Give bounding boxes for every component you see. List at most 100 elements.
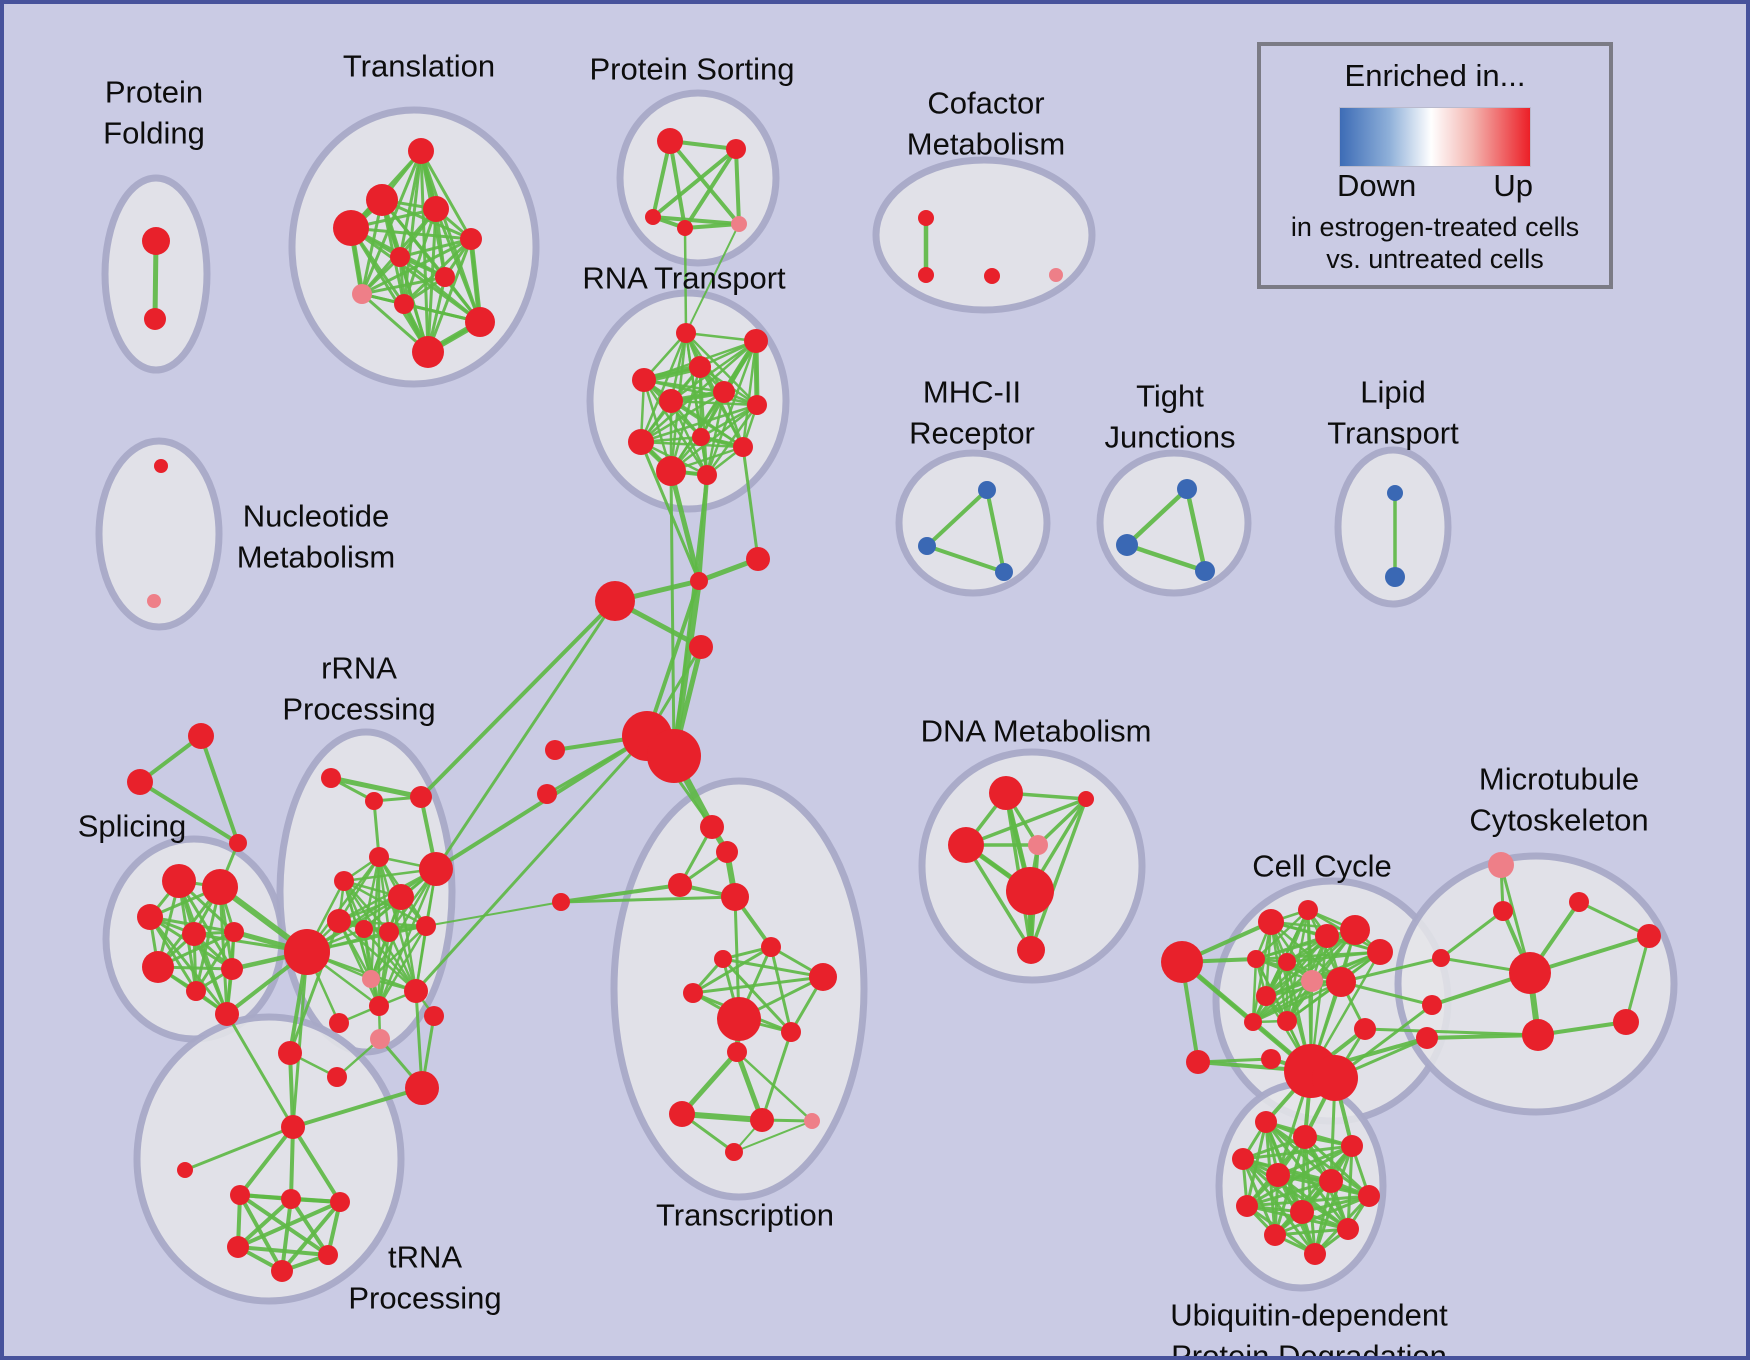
node-ub2 <box>1293 1125 1317 1149</box>
edge <box>1251 979 1314 1024</box>
node-rt5 <box>713 381 735 403</box>
node-tx7 <box>809 963 837 991</box>
edge <box>434 734 649 871</box>
node-ub11 <box>1337 1218 1359 1240</box>
node-sp5 <box>224 922 244 942</box>
node-cc18 <box>1312 1055 1358 1101</box>
edge <box>138 780 240 845</box>
node-tx14 <box>804 1113 820 1129</box>
node-rr8 <box>327 909 351 933</box>
edge <box>669 399 759 407</box>
edge <box>651 147 738 219</box>
edge <box>1124 486 1190 548</box>
node-rr14 <box>369 996 389 1016</box>
node-ub10 <box>1264 1224 1286 1246</box>
edge <box>1245 1179 1333 1208</box>
node-hb4 <box>689 635 713 659</box>
edge <box>1624 934 1651 1024</box>
legend-endpoint-labels: Down Up <box>1337 168 1533 204</box>
edge <box>194 930 236 993</box>
edge <box>419 149 473 241</box>
edge <box>238 1193 284 1273</box>
edge <box>683 226 688 335</box>
edge <box>721 957 825 979</box>
node-tn7 <box>318 1245 338 1265</box>
node-hx3 <box>552 893 570 911</box>
edge <box>419 599 617 799</box>
node-lt1 <box>1387 485 1403 501</box>
edge <box>414 734 649 993</box>
node-sp4 <box>182 922 206 946</box>
edge <box>642 378 759 407</box>
edge <box>1273 1227 1350 1237</box>
edge <box>642 378 709 477</box>
edge <box>651 215 741 226</box>
node-tn4 <box>281 1189 301 1209</box>
cluster-label-trna-processing-line2: Processing <box>348 1281 501 1316</box>
edge <box>559 883 682 904</box>
node-rr9 <box>355 920 373 938</box>
edge <box>1577 900 1651 938</box>
edge <box>669 403 759 473</box>
edge <box>1264 928 1357 998</box>
node-cc16 <box>1354 1018 1376 1040</box>
node-rr18 <box>370 1029 390 1049</box>
node-cc5 <box>1340 915 1370 945</box>
cluster-label-mhc-ii-receptor-line2: Receptor <box>909 416 1035 451</box>
edge <box>289 1197 330 1257</box>
edge <box>337 867 438 923</box>
edge <box>985 488 1006 574</box>
edge <box>559 895 737 904</box>
edge <box>691 945 773 995</box>
edge <box>964 843 1033 952</box>
edge <box>668 139 741 226</box>
node-ft2 <box>127 769 153 795</box>
legend-box: Enriched in... Down Up in estrogen-treat… <box>1257 42 1613 289</box>
node-sp2 <box>202 869 238 905</box>
edge <box>199 734 240 845</box>
edge <box>398 255 430 354</box>
edge <box>236 1245 330 1257</box>
edge <box>280 1200 342 1273</box>
node-tr1 <box>408 138 434 164</box>
edge <box>964 797 1088 847</box>
node-dm3 <box>948 827 984 863</box>
node-cc19 <box>1416 1027 1438 1049</box>
edge <box>425 901 562 927</box>
node-mc4 <box>1522 1019 1554 1051</box>
node-dm2 <box>1078 791 1094 807</box>
node-mc7 <box>1637 924 1661 948</box>
node-sp9 <box>215 1002 239 1026</box>
edge <box>691 975 825 995</box>
edge <box>377 855 391 934</box>
edge <box>398 237 473 259</box>
node-rr4 <box>369 847 389 867</box>
node-tx5 <box>714 950 732 968</box>
node-cc21 <box>1432 949 1450 967</box>
node-tr5 <box>460 228 482 250</box>
edge <box>360 275 447 296</box>
edge <box>349 226 473 241</box>
cluster-ellipse-dna-metabolism <box>918 748 1146 984</box>
edge <box>1241 1144 1354 1161</box>
edge <box>1251 957 1258 1024</box>
edge <box>280 1197 293 1273</box>
legend-caption-line1: in estrogen-treated cells <box>1290 212 1580 242</box>
edge <box>699 403 759 439</box>
node-rt11 <box>656 456 686 486</box>
node-ub9 <box>1290 1200 1314 1224</box>
cluster-label-rrna-processing-line1: rRNA <box>321 651 397 686</box>
cluster-label-ubiquitin-line2: Protein Degradation <box>1171 1339 1447 1360</box>
edge <box>721 957 793 1034</box>
edge <box>434 207 482 324</box>
cluster-label-lipid-transport-line1: Lipid <box>1360 375 1426 410</box>
node-rt12 <box>697 465 717 485</box>
node-cc12 <box>1244 1013 1262 1031</box>
edge <box>1245 1194 1371 1208</box>
edge <box>1439 909 1505 960</box>
cluster-label-microtubule-cytoskeleton-line1: Microtubule <box>1479 762 1639 797</box>
cluster-label-microtubule-cytoskeleton-line2: Cytoskeleton <box>1469 803 1648 838</box>
edge <box>1184 486 1208 574</box>
cluster-label-rrna-processing-line2: Processing <box>282 692 435 727</box>
